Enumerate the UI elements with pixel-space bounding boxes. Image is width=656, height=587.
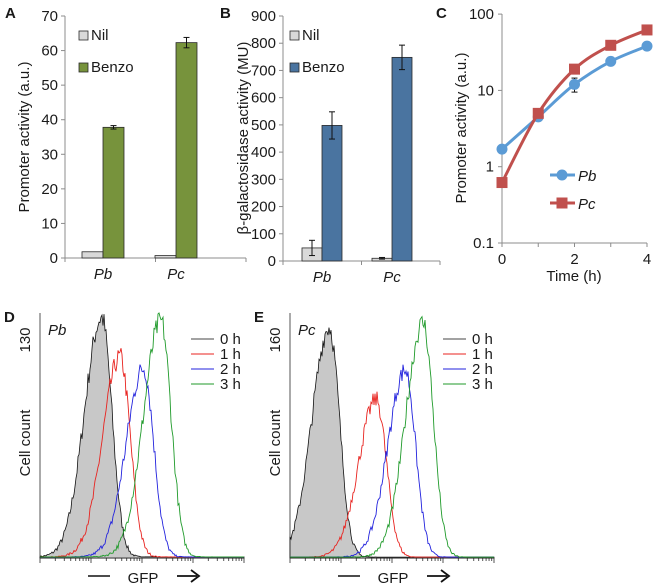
panel-label-a: A	[5, 5, 16, 22]
panel-label-b: B	[220, 5, 231, 22]
legend-swatch-nil	[78, 30, 89, 41]
y-tick-label: 50	[41, 77, 58, 94]
legend-label: 0 h	[472, 331, 493, 348]
y-tick-label: 40	[41, 112, 58, 129]
panel-label-d: D	[4, 309, 15, 326]
y-tick-label: 60	[41, 43, 58, 60]
legend-label: 3 h	[472, 376, 493, 393]
data-point-pb	[641, 40, 653, 52]
y-tick-label: 100	[251, 226, 276, 243]
legend-label: 2 h	[472, 361, 493, 378]
bar-benzo-pc	[391, 56, 413, 262]
bar-benzo-pc	[175, 42, 198, 259]
legend-label: 1 h	[472, 346, 493, 363]
y-tick-label: 800	[251, 35, 276, 52]
y-tick-label: 70	[41, 8, 58, 25]
data-point-pc	[641, 24, 653, 36]
x-axis-title: Time (h)	[546, 268, 601, 285]
x-tick-label: Pc	[167, 266, 185, 283]
legend-label: 1 h	[220, 346, 241, 363]
y-tick-label: 0	[50, 250, 58, 267]
y-tick-label: 20	[41, 181, 58, 198]
bar-nil-pb	[81, 251, 104, 259]
legend-label: Pc	[578, 196, 596, 213]
y-tick-label: 700	[251, 62, 276, 79]
y-tick-label: 100	[469, 6, 494, 23]
data-point-pc	[496, 177, 508, 189]
arrow-head-icon	[440, 569, 451, 583]
series-line-pb	[501, 44, 648, 151]
legend-label: 0 h	[220, 331, 241, 348]
histogram-subtitle: Pc	[298, 322, 316, 339]
arrow-head-icon	[190, 569, 201, 583]
y-tick-label: 10	[41, 215, 58, 232]
y-tick-label: 300	[251, 171, 276, 188]
y-tick-label: 900	[251, 8, 276, 25]
y-tick-label: 200	[251, 199, 276, 216]
data-point-pc	[532, 107, 544, 119]
data-point-pb	[605, 55, 617, 67]
y-max-label: 160	[267, 327, 284, 352]
y-axis-title: Promoter activity (a.u.)	[453, 53, 470, 204]
bar-nil-pc	[154, 255, 177, 259]
x-tick-label: 0	[498, 251, 506, 268]
panel-label-e: E	[254, 309, 264, 326]
x-tick-label: Pc	[383, 269, 401, 286]
y-axis-title: Promoter activity (a.u.)	[16, 62, 33, 213]
y-tick-label: 10	[477, 82, 494, 99]
x-tick-label: 4	[643, 251, 651, 268]
legend-label: Nil	[91, 27, 109, 44]
legend-swatch-benzo	[78, 62, 89, 73]
panel-label-c: C	[436, 5, 447, 22]
legend-marker	[556, 197, 568, 209]
y-tick-label: 30	[41, 146, 58, 163]
series-line-pc	[500, 28, 648, 184]
histogram-subtitle: Pb	[48, 322, 66, 339]
histogram-3h	[290, 315, 494, 558]
y-axis-title: β-galactosidase activity (MU)	[235, 42, 252, 235]
x-tick-label: Pb	[94, 266, 112, 283]
legend-label: Pb	[578, 168, 596, 185]
x-axis-title: GFP	[378, 570, 409, 587]
legend-label: 2 h	[220, 361, 241, 378]
data-point-pc	[569, 63, 580, 75]
y-tick-label: 0	[268, 253, 276, 270]
y-tick-label: 400	[251, 144, 276, 161]
y-tick-label: 0.1	[473, 235, 494, 252]
legend-label: Benzo	[302, 59, 345, 76]
legend-swatch-benzo	[289, 62, 300, 73]
y-tick-label: 500	[251, 117, 276, 134]
histogram-0h	[289, 327, 495, 559]
histogram-0h	[39, 313, 245, 559]
y-axis-title: Cell count	[267, 409, 284, 477]
y-axis-title: Cell count	[17, 409, 34, 477]
x-tick-label: Pb	[313, 269, 331, 286]
legend-label: Benzo	[91, 59, 134, 76]
y-tick-label: 600	[251, 90, 276, 107]
data-point-pb	[569, 78, 580, 90]
y-max-label: 130	[17, 327, 34, 352]
x-axis-title: GFP	[128, 570, 159, 587]
legend-marker	[556, 169, 568, 181]
x-tick-label: 2	[570, 251, 578, 268]
legend-label: Nil	[302, 27, 320, 44]
bar-benzo-pb	[102, 126, 125, 259]
y-tick-label: 1	[486, 159, 494, 176]
bar-benzo-pb	[321, 125, 343, 262]
histogram-3h	[40, 312, 244, 558]
data-point-pb	[496, 143, 508, 155]
legend-swatch-nil	[289, 30, 300, 41]
legend-label: 3 h	[220, 376, 241, 393]
data-point-pc	[605, 39, 617, 51]
